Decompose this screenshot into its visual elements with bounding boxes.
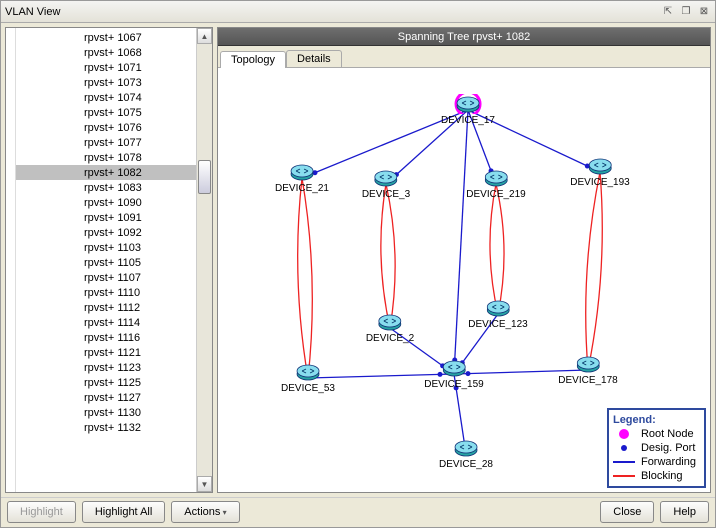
actions-button[interactable]: Actions (171, 501, 239, 523)
tree-item[interactable]: rpvst+ 1071 (16, 60, 196, 75)
topology-panel: Spanning Tree rpvst+ 1082 TopologyDetail… (217, 27, 711, 493)
legend-row: Desig. Port (613, 442, 696, 454)
scroll-thumb[interactable] (198, 160, 211, 194)
tree-item[interactable]: rpvst+ 1078 (16, 150, 196, 165)
tree-item[interactable]: rpvst+ 1068 (16, 45, 196, 60)
chart-title: Spanning Tree rpvst+ 1082 (218, 28, 710, 46)
device-node[interactable]: DEVICE_193 (570, 156, 629, 188)
tab-bar: TopologyDetails (218, 46, 710, 68)
window-title: VLAN View (5, 6, 60, 18)
tree-item[interactable]: rpvst+ 1121 (16, 345, 196, 360)
legend: Legend: Root Node Desig. Port Forwarding Bl… (607, 408, 706, 488)
device-node[interactable]: DEVICE_21 (275, 162, 329, 194)
tree-scrollbar[interactable]: ▲ ▼ (196, 28, 212, 492)
tree-item[interactable]: rpvst+ 1127 (16, 390, 196, 405)
maximize-icon[interactable]: ❐ (679, 5, 693, 19)
tree-item[interactable]: rpvst+ 1091 (16, 210, 196, 225)
tab-topology[interactable]: Topology (220, 51, 286, 68)
tree-item[interactable]: rpvst+ 1075 (16, 105, 196, 120)
device-label: DEVICE_2 (366, 333, 414, 344)
tree-item[interactable]: rpvst+ 1073 (16, 75, 196, 90)
device-label: DEVICE_3 (362, 189, 410, 200)
device-node[interactable]: DEVICE_17 (441, 94, 495, 126)
device-node[interactable]: DEVICE_3 (362, 168, 410, 200)
tree-item[interactable]: rpvst+ 1114 (16, 315, 196, 330)
device-label: DEVICE_193 (570, 177, 629, 188)
tree-item[interactable]: rpvst+ 1123 (16, 360, 196, 375)
device-label: DEVICE_219 (466, 189, 525, 200)
device-node[interactable]: DEVICE_159 (424, 358, 483, 390)
device-label: DEVICE_53 (281, 383, 335, 394)
scroll-up-icon[interactable]: ▲ (197, 28, 212, 44)
legend-row: Root Node (613, 428, 696, 440)
device-label: DEVICE_123 (468, 319, 527, 330)
device-label: DEVICE_21 (275, 183, 329, 194)
tree-item[interactable]: rpvst+ 1076 (16, 120, 196, 135)
footer: Highlight Highlight All Actions Close He… (1, 497, 715, 525)
tree-gutter (6, 28, 16, 492)
tree-item[interactable]: rpvst+ 1116 (16, 330, 196, 345)
tree-item[interactable]: rpvst+ 1082 (16, 165, 196, 180)
tree-item[interactable]: rpvst+ 1083 (16, 180, 196, 195)
tree-item[interactable]: rpvst+ 1112 (16, 300, 196, 315)
device-node[interactable]: DEVICE_28 (439, 438, 493, 470)
tree-item[interactable]: rpvst+ 1103 (16, 240, 196, 255)
scroll-down-icon[interactable]: ▼ (197, 476, 212, 492)
tree-item[interactable]: rpvst+ 1105 (16, 255, 196, 270)
help-button[interactable]: Help (660, 501, 709, 523)
highlight-button[interactable]: Highlight (7, 501, 76, 523)
device-node[interactable]: DEVICE_2 (366, 312, 414, 344)
legend-label: Forwarding (641, 456, 696, 468)
vlan-tree[interactable]: rpvst+ 1067rpvst+ 1068rpvst+ 1071rpvst+ … (16, 28, 196, 492)
device-node[interactable]: DEVICE_219 (466, 168, 525, 200)
close-button[interactable]: Close (600, 501, 654, 523)
device-node[interactable]: DEVICE_178 (558, 354, 617, 386)
legend-label: Desig. Port (641, 442, 695, 454)
tree-item[interactable]: rpvst+ 1107 (16, 270, 196, 285)
close-icon[interactable]: ⊠ (697, 5, 711, 19)
device-node[interactable]: DEVICE_53 (281, 362, 335, 394)
detach-icon[interactable]: ⇱ (661, 5, 675, 19)
device-label: DEVICE_178 (558, 375, 617, 386)
legend-label: Root Node (641, 428, 694, 440)
highlight-all-button[interactable]: Highlight All (82, 501, 165, 523)
device-node[interactable]: DEVICE_123 (468, 298, 527, 330)
tree-item[interactable]: rpvst+ 1077 (16, 135, 196, 150)
tab-details[interactable]: Details (286, 50, 342, 67)
legend-row: Blocking (613, 470, 696, 482)
legend-label: Blocking (641, 470, 683, 482)
legend-title: Legend: (613, 414, 656, 426)
tree-item[interactable]: rpvst+ 1130 (16, 405, 196, 420)
tree-item[interactable]: rpvst+ 1110 (16, 285, 196, 300)
title-bar: VLAN View ⇱ ❐ ⊠ (1, 1, 715, 23)
tree-item[interactable]: rpvst+ 1092 (16, 225, 196, 240)
legend-row: Forwarding (613, 456, 696, 468)
tree-item[interactable]: rpvst+ 1067 (16, 30, 196, 45)
vlan-tree-panel: rpvst+ 1067rpvst+ 1068rpvst+ 1071rpvst+ … (5, 27, 213, 493)
tree-item[interactable]: rpvst+ 1132 (16, 420, 196, 435)
tree-item[interactable]: rpvst+ 1125 (16, 375, 196, 390)
device-label: DEVICE_28 (439, 459, 493, 470)
tree-item[interactable]: rpvst+ 1074 (16, 90, 196, 105)
tree-item[interactable]: rpvst+ 1090 (16, 195, 196, 210)
topology-canvas[interactable]: Legend: Root Node Desig. Port Forwarding Bl… (218, 68, 710, 492)
device-label: DEVICE_17 (441, 115, 495, 126)
device-label: DEVICE_159 (424, 379, 483, 390)
